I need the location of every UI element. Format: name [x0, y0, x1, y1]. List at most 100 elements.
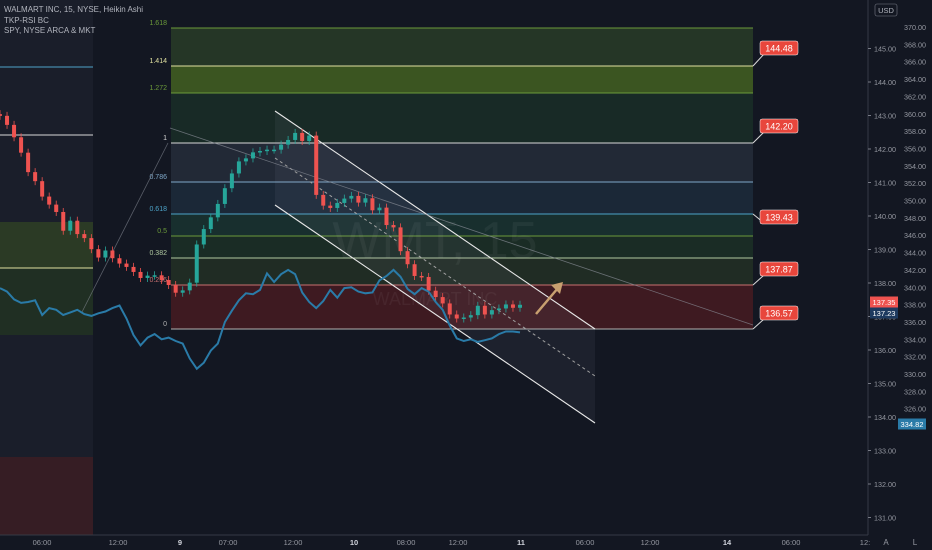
left-axis-label: 144.00 — [874, 78, 896, 87]
price-callout[interactable]: 142.20 — [752, 118, 799, 144]
right-axis-label: 344.00 — [904, 249, 926, 258]
tag-box — [870, 296, 898, 308]
time-axis-label: 10 — [350, 538, 358, 547]
candle — [229, 173, 234, 189]
channel-upper-line[interactable] — [274, 110, 596, 330]
fib-level-label: 0 — [163, 321, 167, 328]
callout-text: 136.57 — [765, 309, 793, 319]
tag-text: 137.23 — [873, 309, 896, 318]
left-axis-label: 134.00 — [874, 413, 896, 422]
indicator-legend[interactable]: TKP-RSI BC — [4, 15, 49, 25]
arrow-shaft — [535, 287, 559, 315]
callout-text: 139.43 — [765, 213, 793, 223]
right-axis-label: 334.00 — [904, 335, 926, 344]
candle — [335, 202, 340, 208]
tag-box — [870, 307, 898, 319]
auto-scale-button[interactable]: A — [883, 538, 889, 547]
candle — [489, 310, 494, 315]
fib-zone — [171, 66, 753, 93]
candle — [40, 181, 45, 197]
candle — [286, 139, 291, 145]
left-axis-label: 143.00 — [874, 112, 896, 121]
time-axis-label: 14 — [723, 538, 732, 547]
candle — [258, 151, 262, 153]
candle — [518, 304, 522, 308]
candle — [300, 132, 305, 141]
plot-area[interactable] — [0, 0, 93, 535]
candle — [54, 204, 59, 212]
candle — [243, 158, 248, 162]
fib-retracement[interactable]: 1.618 1.414 1.272 1 0.786 0.618 0.5 0.382 0.236 0 — [81, 20, 753, 330]
candle — [96, 249, 101, 258]
wmt-price-tag: 137.35 — [870, 296, 898, 308]
candle — [194, 244, 199, 283]
candle — [384, 207, 389, 226]
tag-text: 334.82 — [901, 420, 924, 429]
candle — [349, 195, 354, 199]
fib-zone — [171, 258, 753, 285]
candle — [307, 135, 312, 141]
price-callout[interactable]: 137.87 — [752, 261, 799, 286]
right-axis-label: 346.00 — [904, 231, 926, 240]
candle — [440, 297, 445, 304]
symbol-legend[interactable]: WALMART INC, 15, NYSE, Heikin Ashi — [4, 5, 144, 14]
candle — [26, 152, 31, 173]
candle — [152, 275, 157, 277]
candle — [496, 308, 501, 311]
left-axis-label: 135.00 — [874, 380, 896, 389]
channel-lower-line[interactable] — [274, 204, 596, 424]
candle — [468, 315, 473, 318]
candle — [61, 211, 66, 231]
candle — [265, 149, 270, 152]
log-scale-button[interactable]: L — [913, 538, 918, 547]
candle — [187, 282, 192, 291]
right-axis-label: 342.00 — [904, 266, 926, 275]
price-callout[interactable]: 144.48 — [752, 40, 799, 67]
candle — [33, 172, 38, 182]
candle — [82, 234, 87, 239]
price-callout[interactable]: 136.57 — [752, 305, 799, 330]
time-axis-label: 11 — [517, 538, 525, 547]
wmt-price-tag-lower: 137.23 — [870, 307, 898, 319]
time-axis-label: 9 — [178, 538, 182, 547]
chart-legend: WALMART INC, 15, NYSE, Heikin Ashi TKP-R… — [4, 5, 143, 37]
left-axis-label: 141.00 — [874, 179, 896, 188]
price-callout[interactable]: 139.43 — [752, 209, 799, 225]
candle — [159, 275, 164, 280]
fib-level-label: 0.382 — [149, 250, 167, 257]
arrow-head — [551, 282, 563, 294]
right-axis-label: 356.00 — [904, 144, 926, 153]
time-axis[interactable]: 06:00 12:00 9 07:00 12:00 10 08:00 12:00 11 06:00… — [0, 534, 932, 550]
callout-text: 144.48 — [765, 44, 793, 54]
left-axis-label: 136.00 — [874, 346, 896, 355]
right-axis-label: 328.00 — [904, 387, 926, 396]
currency-badge[interactable]: USD — [874, 3, 898, 17]
time-axis-background — [0, 535, 932, 550]
callout-box — [759, 305, 799, 321]
time-axis-label: 06:00 — [782, 538, 801, 547]
arrow-icon[interactable] — [535, 282, 563, 315]
candle — [377, 207, 382, 211]
right-axis-label: 370.00 — [904, 23, 926, 32]
trend-line[interactable] — [169, 127, 754, 326]
callout-text: 137.87 — [765, 265, 793, 275]
right-axis-label: 360.00 — [904, 110, 926, 119]
watermark-name: WALMART INC — [373, 289, 498, 309]
descending-channel[interactable] — [274, 110, 596, 424]
compare-legend[interactable]: SPY, NYSE ARCA & MKT — [4, 26, 96, 35]
fib-zone — [171, 143, 753, 182]
candle — [482, 305, 487, 315]
right-axis-label: 352.00 — [904, 179, 926, 188]
fib-zone — [171, 214, 753, 236]
candle — [279, 144, 284, 150]
candle — [222, 188, 227, 204]
price-axis[interactable]: 145.00 144.00 143.00 142.00 141.00 140.00 139.… — [867, 0, 932, 550]
spy-compare-line[interactable] — [0, 268, 521, 371]
prior-zone-green-low — [0, 268, 93, 335]
time-axis-label: 12:00 — [109, 538, 128, 547]
wmt-candles — [0, 110, 522, 323]
candle — [447, 303, 452, 315]
candle — [12, 124, 17, 138]
watermark-ticker: WMT, 15 — [332, 212, 537, 270]
